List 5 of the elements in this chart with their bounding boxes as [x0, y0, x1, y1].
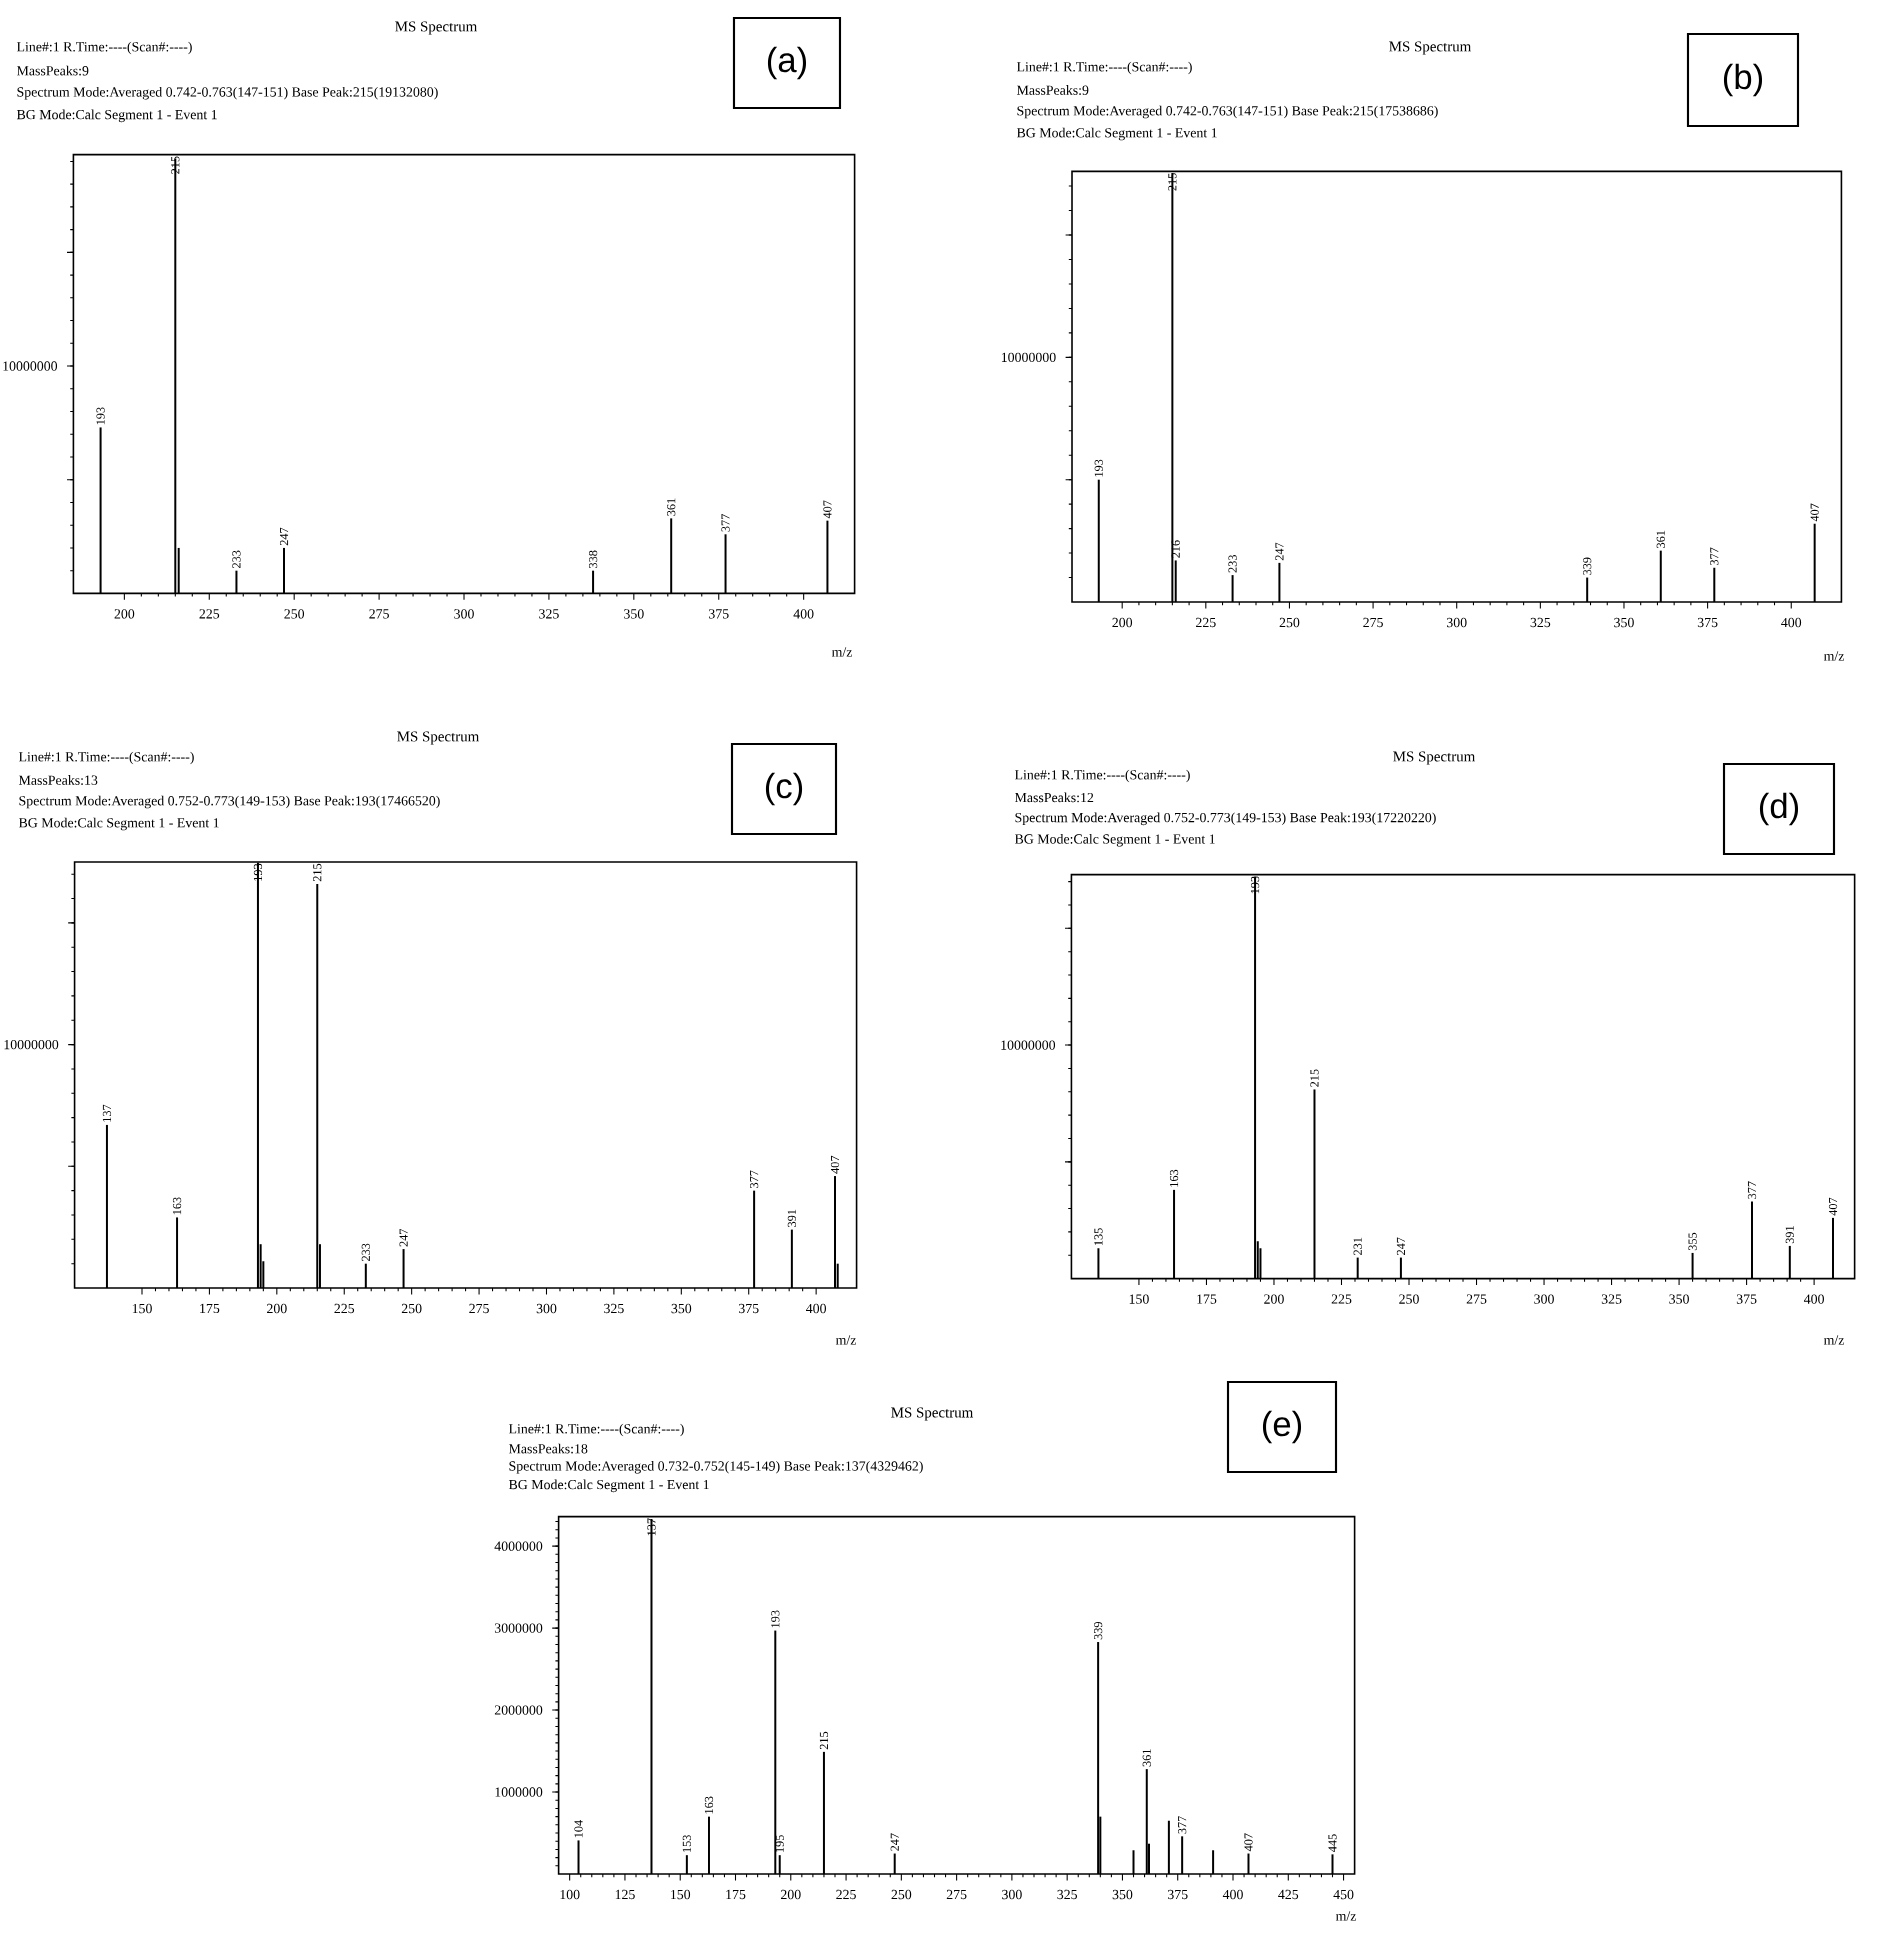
text: (e) [1262, 1410, 1302, 1444]
text: (c) [765, 772, 803, 806]
text: (d) [1759, 792, 1799, 826]
text: (a) [767, 46, 807, 80]
text: (b) [1723, 63, 1763, 97]
